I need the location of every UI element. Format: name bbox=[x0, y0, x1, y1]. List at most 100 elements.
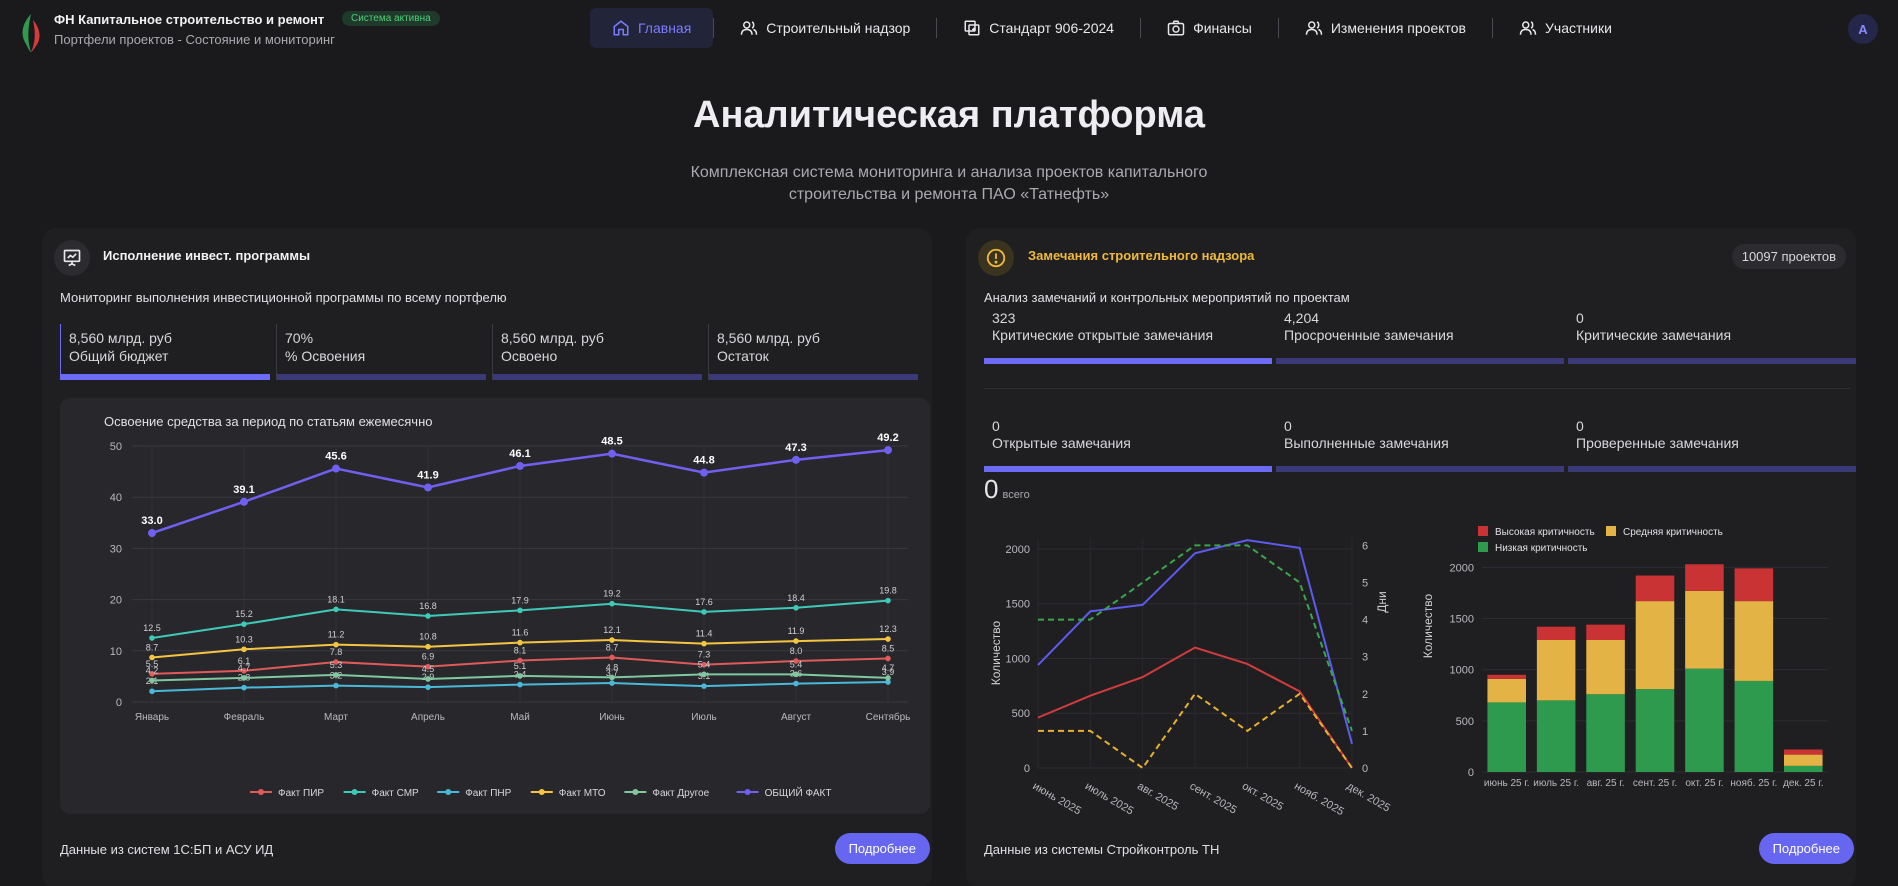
nav-divider bbox=[936, 18, 938, 38]
data-point bbox=[148, 529, 156, 538]
y-tick-label: 0 bbox=[1024, 763, 1030, 775]
data-point bbox=[609, 637, 615, 643]
bar-segment bbox=[1784, 765, 1823, 772]
data-label: 8.7 bbox=[146, 642, 159, 652]
page-title: Аналитическая платформа bbox=[693, 94, 1205, 136]
nav-item-label: Строительный надзор bbox=[766, 20, 911, 36]
nav-item-project-changes[interactable]: Изменения проектов bbox=[1279, 8, 1492, 48]
data-label: 5.1 bbox=[514, 661, 527, 671]
bar-segment bbox=[1685, 590, 1724, 669]
kpi-completed[interactable]: 0 Выполненные замечания bbox=[1276, 416, 1564, 472]
data-point bbox=[149, 677, 155, 684]
kpi-critical-open[interactable]: 323 Критические открытые замечания bbox=[984, 308, 1272, 364]
x-tick-label: Март bbox=[324, 712, 348, 723]
bar-segment bbox=[1487, 702, 1526, 772]
y-axis-label: Количество bbox=[1421, 593, 1435, 658]
kpi-progress[interactable]: 70% % Освоения bbox=[276, 324, 486, 380]
kpi-row-top: 323 Критические открытые замечания 4,204… bbox=[984, 308, 1856, 364]
data-point bbox=[517, 607, 523, 614]
legend-swatch bbox=[1478, 526, 1488, 536]
kpi-value: 8,560 млрд. руб bbox=[69, 330, 172, 346]
kpi-overdue[interactable]: 4,204 Просроченные замечания bbox=[1276, 308, 1564, 364]
total-value: 0 bbox=[984, 474, 999, 504]
nav-item-construction-supervision[interactable]: Строительный надзор bbox=[714, 8, 936, 48]
monthly-spending-line-chart: 0 10 20 30 40 50 Январь Февраль Март Апрель Май Июн… bbox=[110, 432, 911, 799]
data-label: 19.8 bbox=[879, 586, 897, 596]
bar-segment bbox=[1685, 564, 1724, 591]
data-point bbox=[701, 683, 707, 689]
series-line bbox=[1037, 539, 1353, 745]
data-label: 8.1 bbox=[514, 646, 527, 656]
data-label: 19.2 bbox=[603, 589, 621, 599]
bar-segment bbox=[1536, 640, 1576, 701]
kpi-critical[interactable]: 0 Критические замечания bbox=[1568, 308, 1856, 364]
data-point bbox=[701, 609, 707, 615]
data-label: 16.8 bbox=[419, 601, 437, 611]
data-label: 6.1 bbox=[238, 656, 251, 666]
more-details-button[interactable]: Подробнее bbox=[834, 833, 930, 864]
data-label: 11.2 bbox=[328, 630, 345, 640]
x-tick-label: авг. 25 г. bbox=[1587, 778, 1625, 789]
kpi-verified[interactable]: 0 Проверенные замечания bbox=[1568, 416, 1856, 472]
panel-title: Замечания строительного надзора bbox=[1028, 248, 1255, 263]
kpi-bar bbox=[984, 358, 1272, 364]
data-label: 15.2 bbox=[235, 609, 253, 619]
data-point bbox=[517, 657, 523, 664]
y-tick-label: 0 bbox=[116, 697, 122, 709]
x-tick-label: июнь 25 г. bbox=[1484, 778, 1530, 789]
legend-label: Факт СМР bbox=[372, 788, 419, 799]
nav-item-home[interactable]: Главная bbox=[590, 8, 714, 48]
kpi-value: 8,560 млрд. руб bbox=[717, 330, 820, 346]
data-point bbox=[516, 461, 524, 470]
data-label: 46.1 bbox=[509, 448, 530, 460]
data-point bbox=[333, 659, 339, 665]
data-label: 5.5 bbox=[146, 659, 159, 669]
avatar[interactable]: A bbox=[1848, 14, 1878, 44]
kpi-bar bbox=[61, 374, 270, 380]
x-tick-label: Сентябрь bbox=[866, 711, 911, 723]
data-point bbox=[884, 446, 892, 455]
bar-segment bbox=[1536, 626, 1576, 640]
x-tick-label: июль 25 г. bbox=[1533, 778, 1579, 789]
y2-tick-label: 5 bbox=[1362, 578, 1368, 590]
presentation-chart-icon bbox=[54, 240, 90, 276]
x-tick-label: Август bbox=[781, 712, 812, 723]
y2-tick-label: 3 bbox=[1362, 652, 1368, 664]
data-label: 10.3 bbox=[235, 634, 253, 644]
data-label: 4.5 bbox=[422, 664, 435, 674]
legend-marker bbox=[351, 789, 358, 795]
bar-segment bbox=[1734, 601, 1774, 681]
data-label: 17.6 bbox=[695, 597, 713, 607]
more-details-button[interactable]: Подробнее bbox=[1758, 833, 1854, 864]
nav-item-standard[interactable]: Стандарт 906-2024 bbox=[937, 8, 1140, 48]
data-label: 11.9 bbox=[788, 626, 805, 636]
legend-marker bbox=[632, 789, 639, 795]
chart-title: Освоение средства за период по статьям е… bbox=[104, 414, 433, 429]
data-point bbox=[885, 597, 891, 604]
series-line bbox=[1038, 692, 1353, 770]
legend-label: Низкая критичность bbox=[1495, 543, 1588, 554]
nav-item-label: Участники bbox=[1545, 20, 1612, 36]
nav-item-participants[interactable]: Участники bbox=[1493, 8, 1638, 48]
y2-tick-label: 0 bbox=[1362, 763, 1368, 775]
nav-item-finance[interactable]: Финансы bbox=[1141, 8, 1278, 48]
kpi-total-budget[interactable]: 8,560 млрд. руб Общий бюджет bbox=[60, 324, 270, 380]
status-badge: Система активна bbox=[342, 11, 440, 26]
kpi-remaining[interactable]: 8,560 млрд. руб Остаток bbox=[708, 324, 918, 380]
kpi-label: Освоено bbox=[501, 348, 558, 364]
tatneft-logo-icon[interactable] bbox=[18, 12, 44, 54]
x-tick-label: окт. 25 г. bbox=[1685, 778, 1723, 789]
kpi-spent[interactable]: 8,560 млрд. руб Освоено bbox=[492, 324, 702, 380]
data-point bbox=[241, 621, 247, 627]
series-line bbox=[1037, 646, 1353, 769]
brand-title: ФН Капитальное строительство и ремонт bbox=[54, 12, 325, 27]
kpi-bar bbox=[1276, 358, 1564, 364]
data-point bbox=[333, 682, 339, 689]
page-subtitle: Комплексная система мониторинга и анализ… bbox=[690, 164, 1208, 203]
kpi-open[interactable]: 0 Открытые замечания bbox=[984, 416, 1272, 472]
data-point bbox=[885, 636, 891, 642]
legend-label: Факт МТО bbox=[559, 788, 606, 799]
data-label: 3.7 bbox=[606, 668, 619, 678]
nav-divider bbox=[713, 18, 715, 38]
data-point bbox=[609, 674, 615, 681]
